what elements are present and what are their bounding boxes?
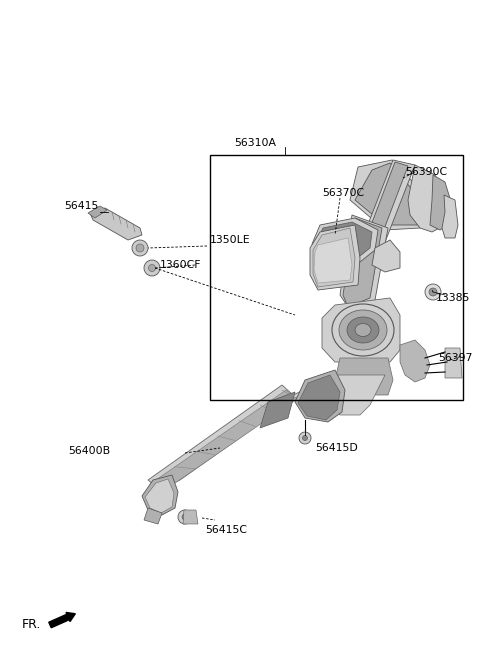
Circle shape [144,260,160,276]
Polygon shape [315,222,372,260]
Polygon shape [442,195,458,238]
Ellipse shape [355,323,371,336]
Text: 56310A: 56310A [234,138,276,148]
Polygon shape [350,160,430,230]
Circle shape [136,244,144,252]
Polygon shape [310,225,360,290]
Polygon shape [142,475,178,515]
Circle shape [299,432,311,444]
Text: 56415C: 56415C [205,525,247,535]
Text: 56370C: 56370C [322,188,364,198]
Polygon shape [343,218,382,307]
Polygon shape [400,340,430,382]
Circle shape [425,284,441,300]
Text: FR.: FR. [22,618,41,631]
Polygon shape [88,206,107,218]
Ellipse shape [332,304,394,356]
Text: 56390C: 56390C [405,167,447,177]
Circle shape [148,265,156,271]
Text: 56397: 56397 [438,353,472,363]
Text: 1360CF: 1360CF [160,260,202,270]
Circle shape [429,288,437,296]
Polygon shape [145,479,174,513]
Polygon shape [340,215,388,310]
Polygon shape [328,375,385,415]
Polygon shape [335,358,393,395]
Circle shape [178,510,192,524]
Text: 56400B: 56400B [68,446,110,456]
Text: 1350LE: 1350LE [210,235,251,245]
Polygon shape [260,392,295,428]
Polygon shape [298,375,340,420]
Polygon shape [430,175,452,230]
Polygon shape [183,510,198,524]
Circle shape [132,240,148,256]
Ellipse shape [347,317,379,343]
Polygon shape [372,240,400,272]
Polygon shape [362,162,408,253]
Text: 13385: 13385 [436,293,470,303]
Polygon shape [445,348,462,378]
Polygon shape [313,228,355,287]
Polygon shape [144,508,162,524]
Polygon shape [148,385,315,490]
Bar [210,155,463,400]
Polygon shape [295,370,345,422]
Polygon shape [358,160,415,255]
Text: 56415D: 56415D [315,443,358,453]
Polygon shape [312,218,378,262]
Text: 56415: 56415 [64,201,98,211]
Polygon shape [322,298,400,362]
Polygon shape [90,208,142,240]
Polygon shape [314,238,352,283]
Polygon shape [153,390,310,488]
Circle shape [182,514,188,520]
Circle shape [302,436,308,440]
Polygon shape [355,163,425,225]
Ellipse shape [339,310,387,350]
Polygon shape [408,165,445,232]
FancyArrow shape [49,612,75,627]
